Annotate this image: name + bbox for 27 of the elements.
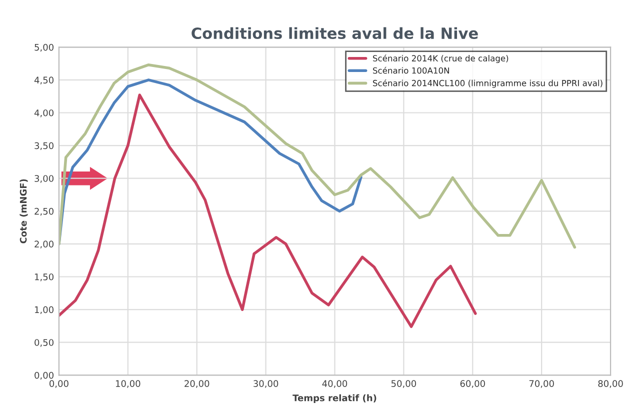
y-tick-label: 4,50 [34,76,54,84]
legend-label: Scénario 100A10N [373,66,449,74]
y-tick-label: 4,00 [34,109,54,118]
y-tick-label: 2,00 [34,240,54,248]
line-series [58,94,477,328]
y-tick-label: 0,50 [34,339,54,347]
x-tick-label: 40,00 [322,380,348,388]
chart-title: Conditions limites aval de la Nive [192,27,478,40]
y-tick-label: 0,00 [34,372,54,380]
y-tick-label: 1,50 [34,273,54,282]
y-tick-label: 2,50 [34,208,54,216]
x-tick-label: 30,00 [254,380,278,388]
x-tick-label: 0,00 [50,380,68,388]
x-tick-label: 70,00 [529,380,554,388]
y-tick-label: 5,00 [34,44,54,52]
x-tick-label: 20,00 [184,380,210,388]
y-tick-label: 3,50 [34,142,54,150]
x-tick-label: 60,00 [460,380,485,388]
x-tick-label: 50,00 [391,380,416,388]
x-tick-label: 10,00 [116,380,140,388]
y-tick-label: 3,00 [34,175,54,183]
legend-label: Scénario 2014K (crue de calage) [373,54,508,64]
x-axis-title: Temps relatif (h) [292,394,376,404]
y-axis-title: Cote (mNGF) [20,179,28,244]
legend-label: Scénario 2014NCL100 (limnigramme issu du PPRI aval) [373,79,602,88]
x-tick-label: 80,00 [598,380,623,388]
y-tick-label: 1,00 [34,306,54,314]
